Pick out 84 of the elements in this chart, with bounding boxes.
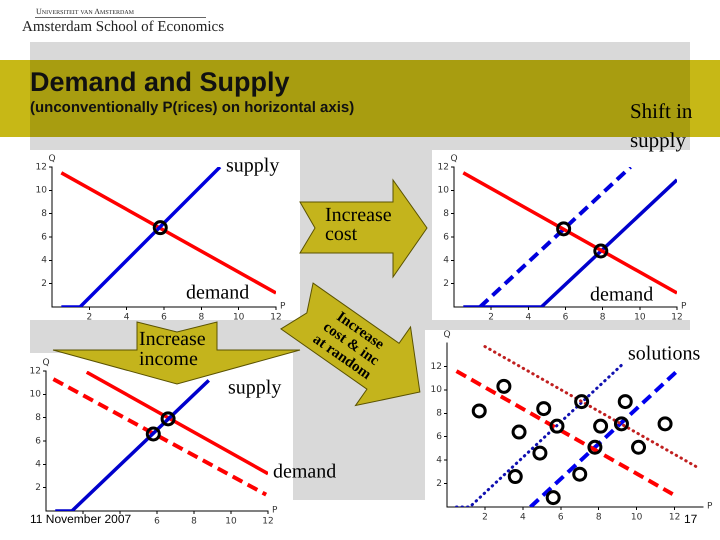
y-axis-title: Q xyxy=(48,154,56,164)
y-tick-label: 4 xyxy=(436,455,442,466)
point xyxy=(532,446,548,461)
series-label: supply xyxy=(228,376,282,398)
text: (unconventionally P(rices) on horizontal axis) xyxy=(30,99,354,116)
point xyxy=(587,440,602,455)
y-tick-label: 12 xyxy=(438,162,449,172)
text: Amsterdam School of Economics xyxy=(22,19,224,36)
x-tick-label: 10 xyxy=(225,516,237,527)
y-tick-label: 8 xyxy=(436,408,442,419)
y-tick-label: 2 xyxy=(443,279,449,290)
y-tick-label: 12 xyxy=(430,362,442,372)
point xyxy=(572,466,588,482)
y-tick-label: 10 xyxy=(438,186,450,196)
point xyxy=(512,424,527,440)
x-tick-label: 10 xyxy=(634,312,646,323)
point xyxy=(593,418,608,434)
text: Increase cost xyxy=(325,204,393,245)
x-tick-label: 6 xyxy=(154,516,160,527)
y-tick-label: 12 xyxy=(36,162,47,172)
point xyxy=(614,416,629,432)
x-axis-title: P xyxy=(681,301,687,312)
y-tick-label: 10 xyxy=(30,390,42,400)
point xyxy=(496,378,512,394)
y-tick-label: 4 xyxy=(41,256,48,266)
y-tick-label: 2 xyxy=(436,478,442,489)
x-tick-label: 2 xyxy=(482,512,488,523)
point xyxy=(574,394,590,410)
series-label: solutions xyxy=(628,342,700,364)
x-tick-label: 12 xyxy=(270,312,282,323)
x-tick-label: 4 xyxy=(520,512,526,523)
y-axis-title: Q xyxy=(42,358,50,368)
x-tick-label: 6 xyxy=(562,312,569,323)
y-tick-label: 10 xyxy=(430,385,442,396)
series-label: demand xyxy=(273,460,336,482)
x-tick-label: 10 xyxy=(232,312,245,323)
x-tick-label: 4 xyxy=(525,312,532,323)
x-tick-label: 12 xyxy=(671,312,683,323)
x-tick-label: 6 xyxy=(161,312,168,323)
point xyxy=(618,394,633,410)
point xyxy=(631,440,646,455)
y-axis-title: Q xyxy=(443,330,451,340)
x-tick-label: 4 xyxy=(124,312,130,323)
y-tick-label: 10 xyxy=(36,186,48,196)
series-label: demand xyxy=(590,283,654,306)
text: Increase income xyxy=(139,328,207,370)
point xyxy=(549,418,564,434)
x-tick-label: 8 xyxy=(596,512,602,523)
x-axis-title: P xyxy=(707,501,713,512)
y-tick-label: 6 xyxy=(436,432,442,442)
y-tick-label: 6 xyxy=(41,232,48,242)
y-tick-label: 4 xyxy=(443,256,450,266)
y-tick-label: 4 xyxy=(35,460,42,470)
point xyxy=(508,469,523,484)
x-axis-title: P xyxy=(280,301,286,312)
x-tick-label: 8 xyxy=(198,312,204,323)
series-label: supply xyxy=(226,154,280,176)
point xyxy=(546,490,561,506)
y-tick-label: 2 xyxy=(35,483,41,494)
y-tick-label: 6 xyxy=(443,232,450,242)
y-tick-label: 8 xyxy=(41,209,48,220)
point xyxy=(536,401,552,416)
y-tick-label: 8 xyxy=(35,413,42,424)
text: Universiteit van Amsterdam xyxy=(36,7,134,16)
series-label: demand xyxy=(186,281,250,304)
x-tick-label: 12 xyxy=(262,516,274,527)
x-tick-label: 2 xyxy=(488,312,494,323)
y-tick-label: 2 xyxy=(41,279,47,290)
y-tick-label: 8 xyxy=(443,209,450,220)
x-axis-title: P xyxy=(272,505,278,516)
text: 11 November 2007 xyxy=(30,512,132,526)
x-tick-label: 2 xyxy=(86,312,92,323)
point xyxy=(658,416,673,432)
x-tick-label: 12 xyxy=(668,512,680,523)
text: 17 xyxy=(684,512,698,526)
text: Demand and Supply xyxy=(30,67,290,98)
y-axis-title: Q xyxy=(450,154,458,164)
x-tick-label: 6 xyxy=(558,512,564,523)
x-tick-label: 10 xyxy=(630,512,643,523)
y-tick-label: 6 xyxy=(35,436,42,446)
x-tick-label: 8 xyxy=(600,312,606,323)
point xyxy=(472,403,487,418)
x-tick-label: 8 xyxy=(191,516,198,527)
y-tick-label: 12 xyxy=(30,366,41,376)
